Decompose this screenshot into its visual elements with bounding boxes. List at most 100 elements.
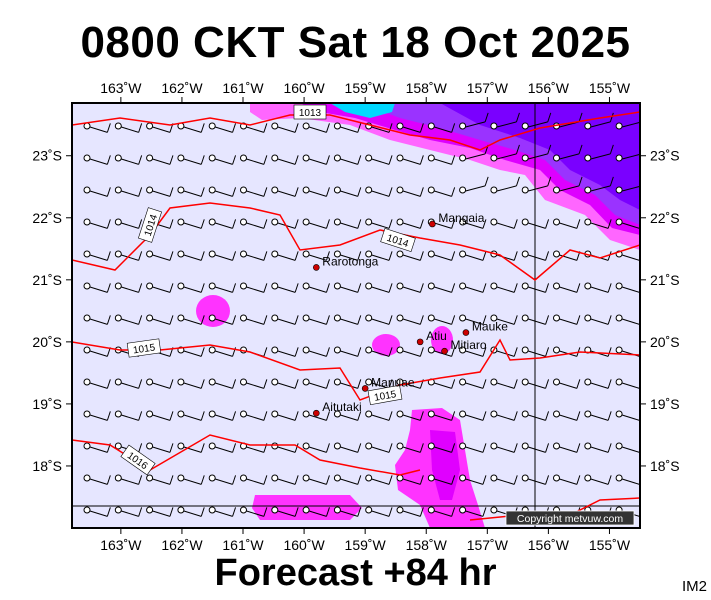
lon-tick-label: 161˚W (222, 80, 264, 96)
lat-tick-label: 19˚S (650, 396, 680, 412)
wind-barb (553, 314, 581, 325)
wind-barb (208, 218, 237, 229)
place-label: Mangaia (438, 211, 484, 225)
wind-barb (396, 122, 424, 133)
wind-barb (177, 282, 205, 293)
wind-barb (427, 154, 456, 165)
wind-barb (459, 144, 489, 162)
lon-tick-label: 159˚W (345, 80, 387, 96)
wind-barb (83, 410, 111, 421)
wind-barb (240, 250, 268, 261)
wind-barb (240, 474, 268, 485)
wind-barb (427, 250, 456, 261)
wind-barb (208, 314, 237, 325)
wind-barbs (83, 112, 676, 517)
wind-barb (208, 154, 237, 165)
wind-barb (459, 218, 487, 229)
wind-barb (459, 346, 487, 357)
wind-barb (177, 122, 205, 133)
forecast-label: Forecast +84 hr (214, 552, 497, 594)
wind-barb (208, 186, 237, 197)
place-marker: Mangaia (429, 211, 485, 228)
wind-barb (647, 379, 673, 388)
lon-tick-label: 157˚W (467, 537, 509, 553)
wind-barb (302, 442, 330, 453)
wind-barb (271, 474, 299, 485)
wind-barb (208, 474, 237, 485)
wind-barb (647, 177, 676, 193)
place-label: Rarotonga (322, 254, 378, 268)
wind-barb (521, 314, 550, 325)
wind-barb (83, 506, 111, 517)
wind-barb (459, 250, 487, 261)
wind-barb (333, 410, 362, 421)
lon-tick-label: 155˚W (589, 537, 631, 553)
isobar-1014-a (72, 202, 640, 281)
town-dot (313, 409, 320, 417)
wind-barb (177, 442, 205, 453)
wind-barb (177, 218, 205, 229)
wind-barb (490, 112, 520, 130)
wind-barb (83, 186, 111, 197)
wind-barb (647, 507, 673, 516)
wind-barb (208, 506, 237, 517)
wind-barb (365, 346, 393, 357)
town-dot (416, 338, 424, 346)
wind-barb (333, 186, 362, 197)
wind-barb (146, 378, 174, 389)
wind-barb (271, 122, 299, 133)
wind-barb (365, 218, 393, 229)
lat-tick-label: 20˚S (650, 334, 680, 350)
wind-barb (146, 250, 174, 261)
wind-barb (114, 282, 143, 293)
wind-barb (240, 410, 268, 421)
wind-barb (490, 474, 518, 485)
wind-barb (333, 346, 362, 357)
wind-barb (427, 186, 456, 197)
wind-barb (177, 154, 205, 165)
wind-barb (490, 218, 518, 229)
wind-barb (177, 378, 205, 389)
wind-barb (459, 410, 487, 421)
wind-barb (83, 250, 111, 261)
lon-tick-label: 155˚W (589, 80, 631, 96)
wind-barb (365, 314, 393, 325)
wind-barb (459, 442, 487, 453)
wind-barb (302, 122, 330, 133)
wind-barb (427, 346, 456, 357)
wind-barb (302, 218, 330, 229)
wind-barb (459, 506, 487, 517)
wind-barb (553, 378, 581, 389)
wind-barb (365, 186, 393, 197)
wind-barb (396, 186, 424, 197)
lat-tick-label: 18˚S (650, 458, 680, 474)
lon-tick-label: 156˚W (528, 80, 570, 96)
wind-barb (521, 378, 550, 389)
wind-barb (490, 410, 518, 421)
wind-barb (146, 282, 174, 293)
wind-barb (302, 410, 330, 421)
lon-tick-label: 158˚W (406, 537, 448, 553)
wind-barb (333, 154, 362, 165)
wind-barb (396, 506, 424, 517)
wind-barb (240, 218, 268, 229)
isobar-1013 (72, 111, 640, 151)
wind-barb (584, 218, 612, 229)
isobar-label: 1015 (132, 342, 156, 356)
wind-barb (396, 474, 424, 485)
wind-barb (146, 506, 174, 517)
wind-barb (459, 176, 489, 194)
wind-barb (647, 251, 673, 260)
wind-barb (459, 378, 487, 389)
place-label: Aitutaki (322, 400, 361, 414)
wind-barb (396, 250, 424, 261)
place-marker: Atiu (416, 329, 447, 346)
wind-barb (83, 282, 111, 293)
wind-barb (584, 442, 612, 453)
wind-barb (83, 378, 111, 389)
wind-barb (114, 474, 143, 485)
wind-barb (615, 121, 640, 130)
wind-barb (521, 442, 550, 453)
wind-barb (208, 378, 237, 389)
wind-barb (521, 176, 552, 194)
